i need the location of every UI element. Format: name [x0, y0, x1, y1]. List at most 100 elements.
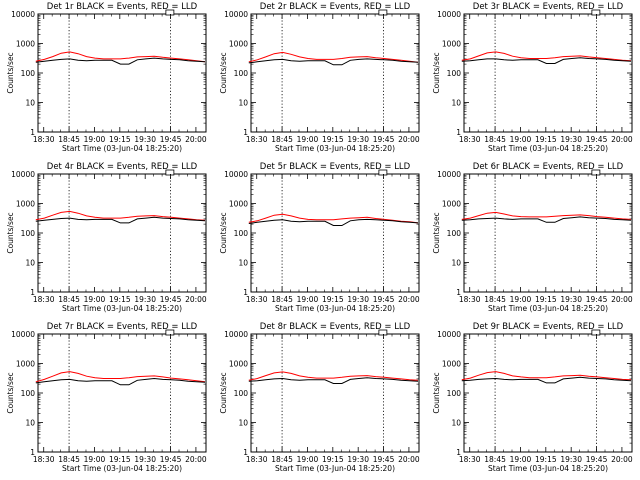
y-tick-label: 1 [243, 448, 248, 457]
x-tick-label: 19:15 [322, 455, 344, 464]
y-tick-label: 100 [234, 229, 249, 238]
panel-title: Det 8r BLACK = Events, RED = LLD [260, 322, 411, 332]
y-axis-label: Counts/sec [219, 212, 228, 253]
detector-panel: Det 3r BLACK = Events, RED = LLD 1 10 100 10… [432, 2, 633, 153]
x-tick-label: 19:00 [510, 295, 532, 304]
time-marker [378, 169, 388, 176]
y-tick-label: 100 [21, 389, 36, 398]
y-tick-label: 1 [30, 128, 35, 137]
x-tick-label: 19:30 [347, 455, 369, 464]
x-tick-label: 19:00 [510, 455, 532, 464]
y-axis-label: Counts/sec [6, 372, 15, 413]
y-tick-label: 100 [447, 229, 462, 238]
x-tick-label: 19:45 [373, 135, 395, 144]
plot-frame [250, 333, 420, 453]
y-tick-label: 1 [456, 448, 461, 457]
x-tick-label: 20:00 [611, 455, 633, 464]
y-axis-label: Counts/sec [6, 212, 15, 253]
lld-line [35, 51, 206, 63]
y-tick-label: 1000 [442, 40, 461, 49]
y-tick-label: 1000 [16, 200, 35, 209]
x-tick-label: 18:45 [271, 295, 293, 304]
x-tick-label: 19:15 [109, 295, 131, 304]
y-tick-label: 10 [238, 99, 248, 108]
y-tick-label: 10000 [224, 10, 248, 19]
x-tick-label: 18:30 [33, 455, 55, 464]
y-tick-label: 10 [25, 99, 35, 108]
x-tick-label: 18:30 [33, 135, 55, 144]
x-tick-label: 19:30 [134, 135, 156, 144]
x-axis-label: Start Time (03-Jun-04 18:25:20) [62, 464, 182, 473]
x-tick-label: 20:00 [611, 135, 633, 144]
x-tick-label: 19:30 [347, 295, 369, 304]
time-marker [591, 169, 601, 176]
detector-panel: Det 4r BLACK = Events, RED = LLD 1 10 100 10… [6, 162, 207, 313]
x-tick-label: 19:30 [560, 455, 582, 464]
x-tick-label: 18:45 [271, 455, 293, 464]
y-tick-label: 10000 [437, 170, 461, 179]
detector-panel: Det 1r BLACK = Events, RED = LLD 1 10 100 10… [6, 2, 207, 153]
events-line [35, 377, 206, 386]
panel-title: Det 2r BLACK = Events, RED = LLD [260, 2, 411, 12]
plot-frame [37, 333, 207, 453]
x-tick-label: 20:00 [185, 455, 207, 464]
panel-title: Det 1r BLACK = Events, RED = LLD [47, 2, 198, 12]
x-tick-label: 19:00 [510, 135, 532, 144]
y-tick-label: 1 [243, 128, 248, 137]
panel-title: Det 4r BLACK = Events, RED = LLD [47, 162, 198, 172]
events-line [35, 216, 206, 224]
x-tick-label: 19:30 [560, 295, 582, 304]
y-tick-label: 1 [30, 448, 35, 457]
panel-title: Det 3r BLACK = Events, RED = LLD [473, 2, 624, 12]
x-axis-label: Start Time (03-Jun-04 18:25:20) [488, 144, 608, 153]
detector-panel: Det 8r BLACK = Events, RED = LLD 1 10 100 10… [219, 322, 420, 473]
y-axis-label: Counts/sec [432, 212, 441, 253]
y-tick-label: 1000 [229, 360, 248, 369]
x-axis-label: Start Time (03-Jun-04 18:25:20) [62, 304, 182, 313]
y-tick-label: 1 [30, 288, 35, 297]
detector-panel: Det 6r BLACK = Events, RED = LLD 1 10 100 10… [432, 162, 633, 313]
events-line [461, 57, 632, 64]
y-tick-label: 1 [243, 288, 248, 297]
x-axis-label: Start Time (03-Jun-04 18:25:20) [488, 304, 608, 313]
x-tick-label: 19:00 [297, 135, 319, 144]
y-tick-label: 1000 [16, 40, 35, 49]
x-axis-label: Start Time (03-Jun-04 18:25:20) [275, 304, 395, 313]
y-axis-label: Counts/sec [219, 372, 228, 413]
y-tick-label: 10 [238, 419, 248, 428]
x-tick-label: 20:00 [185, 295, 207, 304]
y-tick-label: 10 [451, 99, 461, 108]
y-tick-label: 1000 [16, 360, 35, 369]
events-line [461, 216, 632, 223]
y-tick-label: 10000 [437, 330, 461, 339]
y-tick-label: 10000 [224, 170, 248, 179]
x-tick-label: 19:45 [373, 455, 395, 464]
y-axis-label: Counts/sec [432, 52, 441, 93]
y-axis-label: Counts/sec [432, 372, 441, 413]
detector-panel: Det 5r BLACK = Events, RED = LLD 1 10 100 10… [219, 162, 420, 313]
y-tick-label: 100 [21, 229, 36, 238]
plot-frame [37, 173, 207, 293]
y-tick-label: 10000 [11, 170, 35, 179]
time-marker [378, 9, 388, 16]
x-tick-label: 18:45 [58, 455, 80, 464]
time-marker [591, 329, 601, 336]
y-tick-label: 100 [447, 389, 462, 398]
y-axis-label: Counts/sec [6, 52, 15, 93]
x-tick-label: 20:00 [611, 295, 633, 304]
x-tick-label: 18:30 [459, 295, 481, 304]
panel-title: Det 7r BLACK = Events, RED = LLD [47, 322, 198, 332]
lld-line [461, 51, 632, 62]
lld-line [248, 371, 419, 381]
x-tick-label: 18:45 [484, 135, 506, 144]
x-tick-label: 19:45 [160, 135, 182, 144]
x-tick-label: 18:30 [246, 135, 268, 144]
time-marker [165, 9, 175, 16]
y-tick-label: 100 [234, 389, 249, 398]
x-tick-label: 19:00 [84, 455, 106, 464]
x-tick-label: 19:15 [535, 135, 557, 144]
x-tick-label: 18:30 [459, 455, 481, 464]
y-tick-label: 1000 [229, 40, 248, 49]
x-tick-label: 19:00 [84, 135, 106, 144]
